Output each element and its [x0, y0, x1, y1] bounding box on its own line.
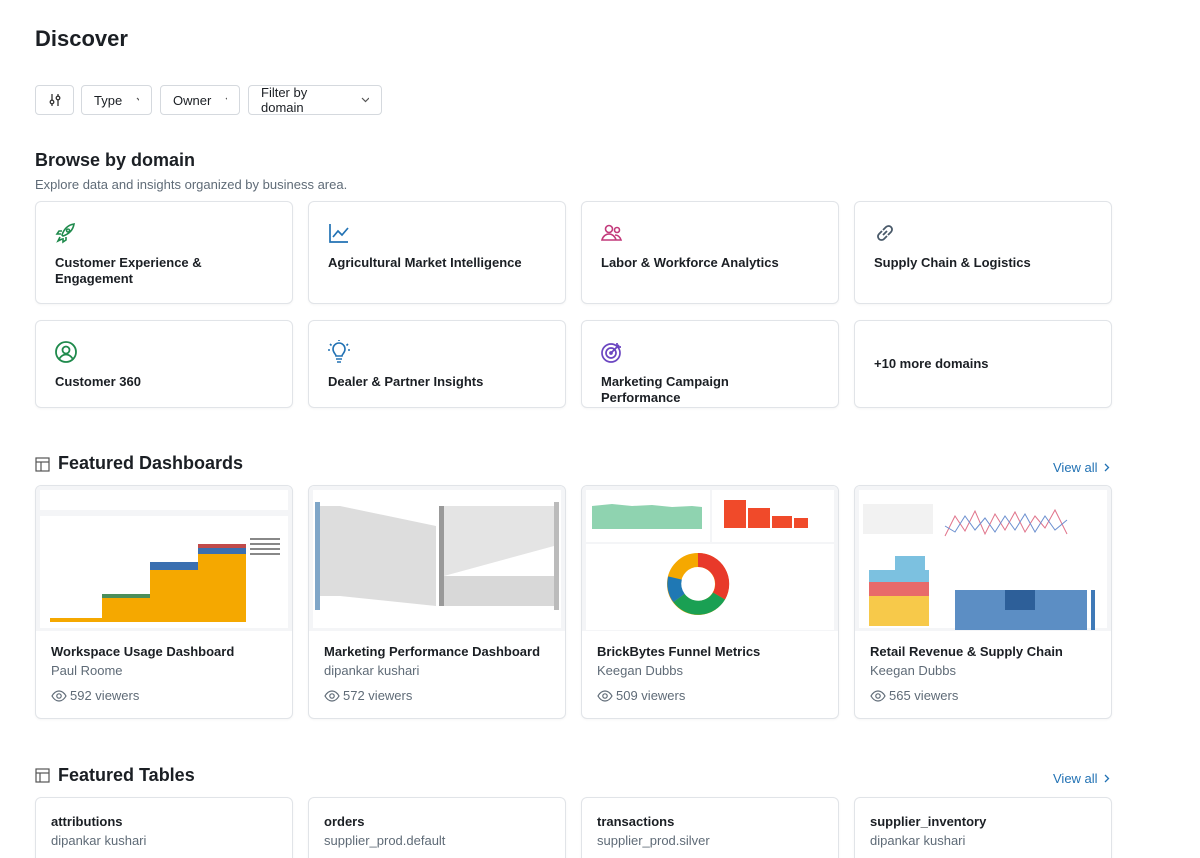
domain-icon [55, 341, 77, 363]
domain-icon [55, 223, 75, 244]
viewers-text: 592 viewers [70, 688, 140, 703]
table-name: orders [324, 814, 365, 829]
table-icon [35, 768, 50, 783]
domain-card[interactable]: Agricultural Market Intelligence [308, 201, 566, 304]
dashboard-owner: Paul Roome [51, 663, 123, 678]
chevron [1104, 774, 1109, 783]
eye-icon [51, 689, 67, 702]
view-all-link[interactable]: View all [1053, 771, 1110, 786]
dashboard-name: Marketing Performance Dashboard [324, 644, 541, 659]
view-all-text: View all [1053, 771, 1098, 786]
domain-icon [877, 225, 893, 241]
domain-name: Labor & Workforce Analytics [601, 255, 779, 270]
dashboard-owner: dipankar kushari [324, 663, 420, 678]
domain-card[interactable]: Customer 360 [35, 320, 293, 408]
table-owner: supplier_prod.default [324, 833, 446, 848]
chevron-down [225, 97, 227, 100]
chevron [1104, 463, 1109, 472]
table-card[interactable]: transactions supplier_prod.silver [581, 797, 839, 858]
filter-settings-button[interactable] [35, 85, 74, 115]
viewers-text: 509 viewers [616, 688, 686, 703]
dashboard-name: BrickBytes Funnel Metrics [597, 644, 761, 659]
domain-icon [328, 340, 350, 363]
eye-icon [870, 689, 886, 702]
section-title: Featured Dashboards [58, 453, 244, 473]
filter-dropdown[interactable]: Type [81, 85, 152, 115]
domain-name: Supply Chain & Logistics [874, 255, 1031, 270]
filter-label: Owner [173, 92, 212, 108]
page-title: Discover [35, 26, 128, 51]
dashboard-card[interactable]: Marketing Performance Dashboard dipankar… [308, 485, 566, 719]
domain-name: Agricultural Market Intelligence [328, 255, 522, 270]
table-name: transactions [597, 814, 675, 829]
domain-icon [329, 224, 349, 243]
table-card[interactable]: supplier_inventory dipankar kushari [854, 797, 1112, 858]
dashboard-name: Workspace Usage Dashboard [51, 644, 235, 659]
domain-card[interactable]: Supply Chain & Logistics [854, 201, 1112, 304]
dashboard-card[interactable]: Workspace Usage Dashboard Paul Roome 592… [35, 485, 293, 719]
chevron-down [361, 97, 369, 103]
viewers-text: 572 viewers [343, 688, 413, 703]
table-name: supplier_inventory [870, 814, 987, 829]
view-all-text: View all [1053, 460, 1098, 475]
table-owner: dipankar kushari [870, 833, 966, 848]
dashboard-thumbnail [582, 486, 838, 631]
settings-icon [49, 94, 60, 106]
dashboard-card[interactable]: Retail Revenue & Supply Chain Keegan Dub… [854, 485, 1112, 719]
dashboard-owner: Keegan Dubbs [597, 663, 684, 678]
domain-card[interactable]: Dealer & Partner Insights [308, 320, 566, 408]
dashboard-thumbnail [855, 486, 1111, 631]
domain-card[interactable]: Labor & Workforce Analytics [581, 201, 839, 304]
section-title: Browse by domain [35, 150, 196, 170]
viewers-text: 565 viewers [889, 688, 959, 703]
table-owner: supplier_prod.silver [597, 833, 710, 848]
filter-label: Type [94, 92, 123, 108]
table-name: attributions [51, 814, 123, 829]
filter-label: Filter by domain [261, 85, 308, 115]
domain-name: Marketing Campaign Performance [601, 374, 729, 405]
domain-card[interactable]: Customer Experience & Engagement [35, 201, 293, 304]
section-subtitle: Explore data and insights organized by b… [35, 177, 348, 192]
domain-name: Customer 360 [55, 374, 141, 389]
dashboard-thumbnail [36, 486, 292, 631]
dashboard-name: Retail Revenue & Supply Chain [870, 644, 1063, 659]
section-title: Featured Tables [58, 765, 195, 785]
table-owner: dipankar kushari [51, 833, 147, 848]
dashboard-thumbnail [309, 486, 565, 631]
eye-icon [597, 689, 613, 702]
dashboard-viewers: 572 viewers [324, 688, 412, 703]
table-card[interactable]: orders supplier_prod.default [308, 797, 566, 858]
dashboard-card[interactable]: BrickBytes Funnel Metrics Keegan Dubbs 5… [581, 485, 839, 719]
eye-icon [324, 689, 340, 702]
dashboard-viewers: 565 viewers [870, 688, 958, 703]
view-all-link[interactable]: View all [1053, 460, 1110, 475]
domain-icon [601, 343, 621, 363]
filter-dropdown[interactable]: Filter by domain [248, 85, 382, 115]
filter-dropdown[interactable]: Owner [160, 85, 240, 115]
domain-name: Dealer & Partner Insights [328, 374, 484, 389]
dashboard-viewers: 509 viewers [597, 688, 685, 703]
dashboard-icon [35, 457, 50, 472]
more-domains-card[interactable]: +10 more domains [854, 320, 1112, 408]
domain-name: Customer Experience & Engagement [55, 255, 202, 286]
dashboard-owner: Keegan Dubbs [870, 663, 957, 678]
domain-icon [600, 224, 623, 241]
chevron-down [136, 97, 139, 101]
dashboard-viewers: 592 viewers [51, 688, 139, 703]
more-domains-text: +10 more domains [874, 356, 989, 371]
table-card[interactable]: attributions dipankar kushari [35, 797, 293, 858]
domain-card[interactable]: Marketing Campaign Performance [581, 320, 839, 408]
